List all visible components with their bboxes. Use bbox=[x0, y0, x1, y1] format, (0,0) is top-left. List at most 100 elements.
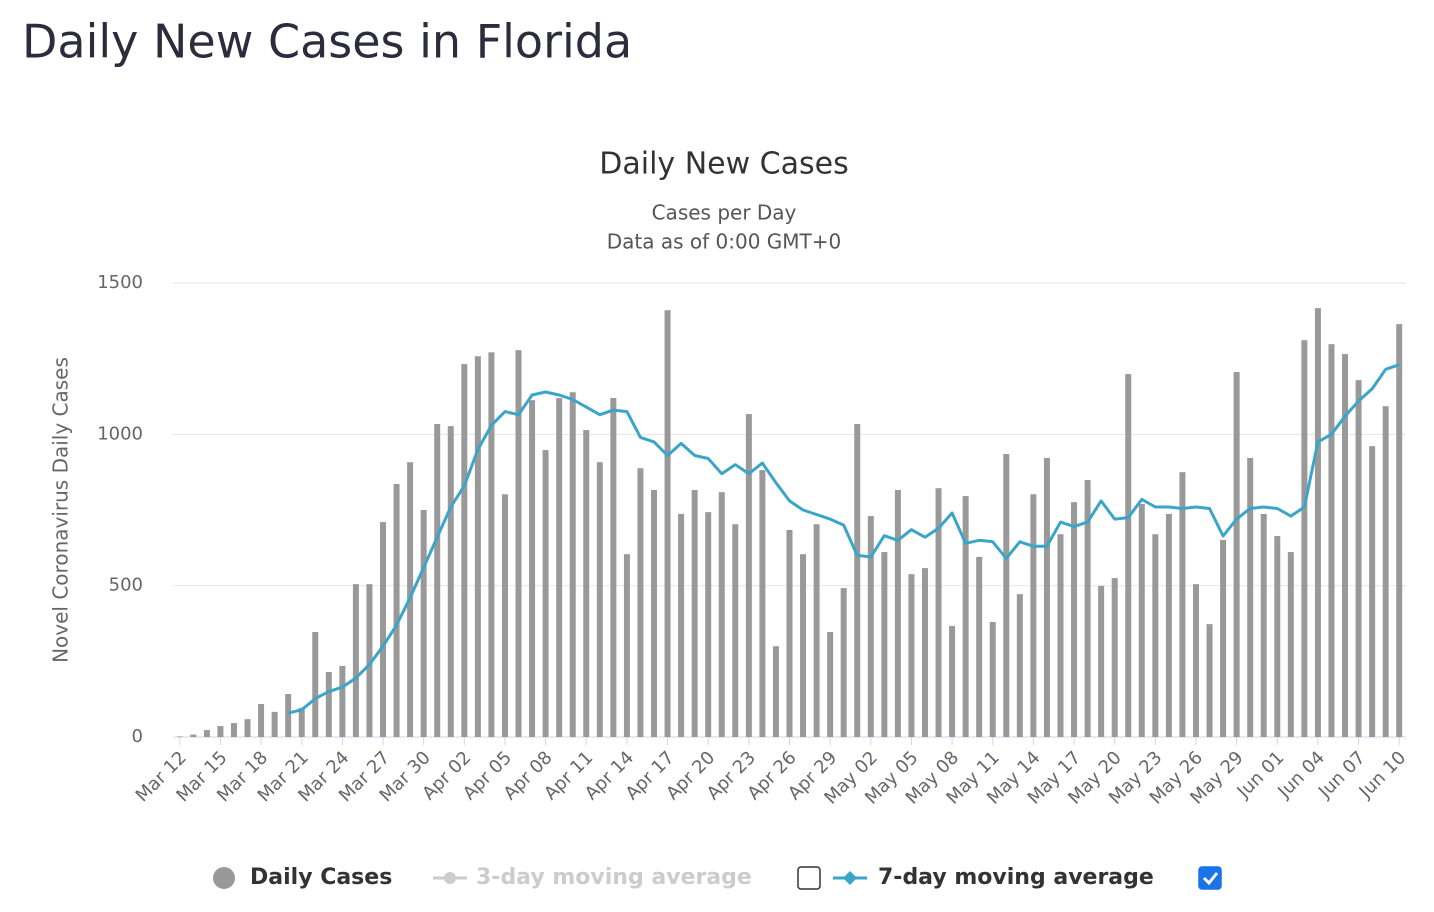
checkmark bbox=[1202, 872, 1219, 886]
y-tick-label: 1000 bbox=[97, 423, 143, 444]
bar bbox=[732, 524, 739, 737]
bar bbox=[894, 490, 901, 737]
bar bbox=[1043, 457, 1050, 737]
bar bbox=[651, 490, 658, 737]
y-tick-label: 0 bbox=[132, 726, 143, 747]
bar bbox=[474, 356, 481, 737]
bar bbox=[705, 512, 712, 737]
bar bbox=[271, 711, 278, 737]
bar bbox=[420, 510, 427, 737]
bar bbox=[596, 462, 603, 737]
bar bbox=[1179, 472, 1186, 737]
bar bbox=[285, 694, 292, 737]
chart-title: Daily New Cases bbox=[599, 147, 848, 182]
bar bbox=[515, 350, 522, 737]
bar bbox=[583, 430, 590, 737]
bar bbox=[556, 398, 563, 737]
bar bbox=[1247, 457, 1254, 737]
bar bbox=[258, 704, 265, 737]
bar bbox=[610, 398, 617, 737]
bar bbox=[1111, 578, 1118, 737]
y-axis-label: Novel Coronavirus Daily Cases bbox=[49, 357, 73, 663]
legend-symbol bbox=[213, 867, 235, 889]
bar bbox=[678, 513, 685, 737]
bar bbox=[1355, 380, 1362, 737]
chart-subtitle: Cases per Day bbox=[652, 201, 797, 225]
bar bbox=[312, 631, 319, 737]
legend-checkbox[interactable] bbox=[1198, 866, 1222, 890]
bar bbox=[1138, 503, 1145, 737]
bar bbox=[867, 516, 874, 737]
bar bbox=[1030, 494, 1037, 737]
bar bbox=[1152, 534, 1159, 737]
bar bbox=[976, 556, 983, 737]
bar bbox=[1071, 502, 1078, 737]
legend-label[interactable]: Daily Cases bbox=[250, 865, 392, 890]
legend-label[interactable]: 3-day moving average bbox=[476, 865, 752, 890]
bar bbox=[1016, 594, 1023, 737]
legend-symbol bbox=[444, 872, 456, 884]
bar bbox=[813, 524, 820, 737]
bar bbox=[908, 574, 915, 737]
bar bbox=[949, 625, 956, 737]
legend-symbol bbox=[843, 871, 857, 885]
bar bbox=[854, 424, 861, 737]
bar bbox=[190, 734, 197, 737]
bar bbox=[380, 522, 387, 737]
bar bbox=[203, 730, 210, 737]
bar bbox=[1396, 324, 1403, 737]
bar bbox=[1382, 406, 1389, 737]
bar bbox=[664, 310, 671, 737]
bar bbox=[1003, 454, 1010, 737]
bar bbox=[827, 631, 834, 737]
bar bbox=[1260, 513, 1267, 737]
bar bbox=[298, 707, 305, 737]
page-title: Daily New Cases in Florida bbox=[22, 15, 632, 69]
bar bbox=[637, 468, 644, 737]
bar bbox=[1301, 340, 1308, 737]
legend-label[interactable]: 7-day moving average bbox=[878, 865, 1154, 890]
bar bbox=[1057, 534, 1064, 737]
y-tick-label: 500 bbox=[109, 575, 143, 596]
bar bbox=[1287, 552, 1294, 737]
bar bbox=[759, 470, 766, 737]
bar bbox=[569, 392, 576, 737]
bar bbox=[529, 400, 536, 737]
bar bbox=[1098, 585, 1105, 737]
chart-subtitle: Data as of 0:00 GMT+0 bbox=[607, 230, 842, 254]
bar bbox=[786, 529, 793, 737]
bar bbox=[1328, 344, 1335, 737]
bar bbox=[1125, 374, 1132, 737]
bar bbox=[921, 568, 928, 737]
bar bbox=[745, 414, 752, 737]
bar bbox=[1342, 354, 1349, 737]
bar bbox=[800, 554, 807, 737]
bar bbox=[217, 726, 224, 737]
bar bbox=[230, 723, 237, 737]
bar bbox=[935, 488, 942, 737]
y-tick-label: 1500 bbox=[97, 272, 143, 293]
bar bbox=[352, 584, 359, 737]
bar bbox=[244, 719, 251, 737]
line-series bbox=[287, 363, 1400, 715]
bar bbox=[1369, 446, 1376, 737]
bar bbox=[1220, 539, 1227, 737]
bar bbox=[989, 621, 996, 737]
bar bbox=[366, 584, 373, 737]
bar bbox=[691, 490, 698, 737]
bar bbox=[840, 588, 847, 737]
bar bbox=[434, 424, 441, 737]
bar bbox=[461, 364, 468, 737]
bar bbox=[325, 671, 332, 737]
legend-checkbox[interactable] bbox=[797, 866, 821, 890]
bar bbox=[623, 554, 630, 737]
bar bbox=[881, 552, 888, 737]
bar bbox=[1314, 308, 1321, 737]
bar bbox=[488, 352, 495, 737]
bar bbox=[447, 426, 454, 737]
bar bbox=[1206, 624, 1213, 737]
bar bbox=[393, 483, 400, 737]
bar bbox=[176, 736, 183, 737]
bar bbox=[1274, 536, 1281, 737]
